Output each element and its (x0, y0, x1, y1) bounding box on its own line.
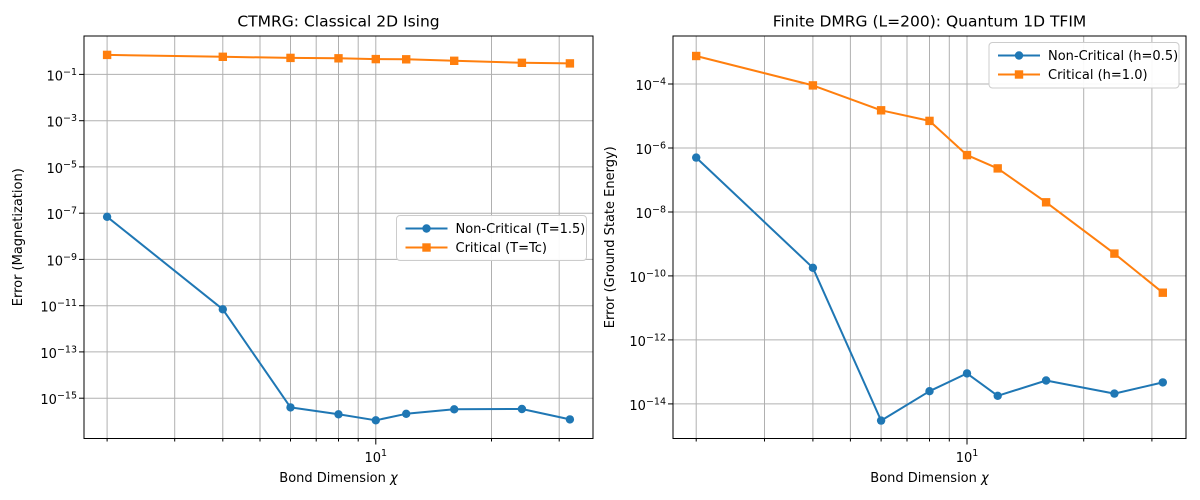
y-tick-label: 10−14 (629, 396, 666, 414)
square-marker (876, 106, 886, 115)
legend: Non-Critical (T=1.5) Critical (T=Tc) (396, 215, 587, 261)
y-tick-label: 10−13 (40, 344, 77, 362)
circle-marker (450, 405, 459, 414)
circle-marker (565, 415, 575, 424)
square-marker (808, 81, 818, 90)
x-axis-label: Bond Dimension χ (870, 471, 990, 486)
square-marker (565, 59, 575, 68)
circle-marker (334, 410, 343, 419)
square-marker (334, 54, 343, 63)
y-tick-label: 10−11 (40, 298, 77, 316)
y-tick-label: 10−9 (46, 252, 77, 270)
y-tick-label: 10−5 (46, 159, 77, 177)
square-marker (993, 164, 1002, 173)
legend-label: Non-Critical (T=1.5) (456, 222, 586, 237)
legend-box (396, 215, 587, 261)
y-tick-label: 10−1 (46, 67, 77, 85)
circle-marker (371, 416, 380, 425)
square-marker (286, 53, 295, 63)
circle-marker (1158, 378, 1168, 387)
square-marker (925, 116, 934, 126)
circle-marker (402, 409, 411, 418)
circle-marker (1110, 389, 1119, 398)
legend-label: Non-Critical (h=0.5) (1048, 49, 1178, 64)
series-markers (102, 212, 575, 425)
grid (84, 36, 593, 439)
chart-title: Finite DMRG (L=200): Quantum 1D TFIM (773, 13, 1087, 31)
series-markers (692, 153, 1168, 425)
circle-marker (993, 391, 1002, 400)
square-marker (692, 51, 701, 61)
legend-square-marker (422, 243, 431, 252)
legend-label: Critical (T=Tc) (456, 241, 547, 256)
circle-marker (1041, 376, 1051, 385)
circle-marker (962, 369, 972, 378)
x-tick-label: 101 (956, 448, 979, 466)
subplot-right: 101 10−4 10−6 10−8 10−10 10−12 10−14 Finite DMR… (603, 13, 1187, 486)
y-tick-label: 10−4 (635, 77, 666, 95)
legend-box (988, 42, 1180, 89)
y-tick-label: 10−10 (629, 268, 666, 286)
circle-marker (876, 416, 886, 425)
square-marker (102, 50, 112, 60)
subplot-left: 101 10−1 10−3 10−5 10−7 10−9 10−11 10−13 10−15 CT… (11, 13, 594, 486)
grid (673, 36, 1186, 439)
square-marker (450, 56, 459, 65)
square-marker (371, 54, 380, 64)
y-tick-label: 10−6 (635, 141, 666, 159)
series-markers (102, 50, 575, 68)
y-axis-label: Error (Magnetization) (11, 168, 26, 306)
legend-label: Critical (h=1.0) (1048, 68, 1148, 83)
legend-circle-marker (422, 224, 431, 233)
legend: Non-Critical (h=0.5) Critical (h=1.0) (988, 42, 1180, 89)
square-marker (517, 58, 527, 67)
square-marker (1041, 198, 1051, 207)
circle-marker (517, 404, 527, 414)
y-axis-label: Error (Ground State Energy) (603, 146, 618, 328)
y-tick-label: 10−3 (46, 113, 77, 131)
square-marker (962, 150, 972, 160)
circle-marker (218, 305, 227, 314)
chart-title: CTMRG: Classical 2D Ising (237, 13, 439, 31)
y-tick-label: 10−12 (629, 332, 666, 350)
square-marker (402, 55, 411, 64)
y-tick-label: 10−7 (46, 206, 77, 224)
legend-circle-marker (1014, 51, 1024, 60)
x-tick-label: 101 (365, 448, 388, 466)
y-tick-label: 10−8 (635, 205, 666, 223)
circle-marker (286, 403, 295, 412)
tick-marks (79, 73, 560, 445)
square-marker (1158, 288, 1167, 297)
square-marker (218, 52, 227, 61)
circle-marker (102, 212, 112, 221)
tick-marks (668, 83, 1153, 445)
x-axis-label: Bond Dimension χ (279, 471, 399, 486)
circle-marker (692, 153, 701, 162)
legend-square-marker (1014, 70, 1024, 79)
circle-marker (808, 263, 818, 272)
series-markers (692, 51, 1167, 297)
y-tick-label: 10−15 (40, 391, 77, 409)
square-marker (1110, 249, 1119, 258)
circle-marker (925, 387, 934, 396)
